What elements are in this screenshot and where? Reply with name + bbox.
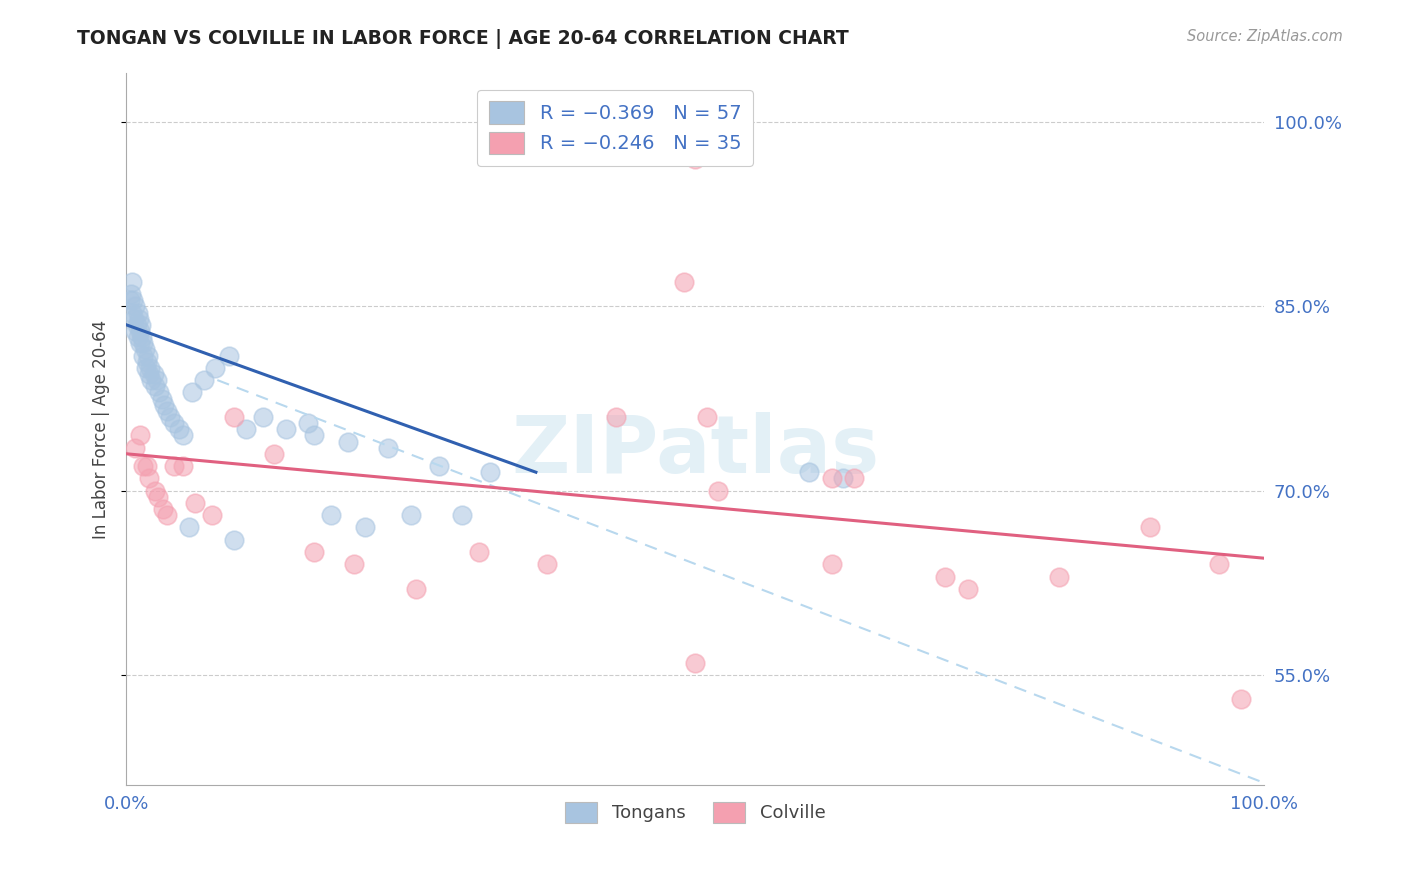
Point [605, 409, 627, 424]
Point [124, 441, 146, 455]
Point [146, 490, 169, 504]
Point [536, 558, 558, 572]
Point [136, 349, 159, 363]
Point [405, 582, 427, 596]
Point [1047, 569, 1070, 583]
Point [118, 293, 141, 308]
Point [135, 458, 157, 473]
Point [707, 483, 730, 498]
Legend: Tongans, Colville: Tongans, Colville [558, 795, 832, 830]
Point [172, 458, 194, 473]
Point [163, 458, 186, 473]
Point [181, 385, 204, 400]
Point [138, 471, 160, 485]
Point [132, 458, 155, 473]
Point [141, 373, 163, 387]
Point [120, 287, 142, 301]
Text: Source: ZipAtlas.com: Source: ZipAtlas.com [1187, 29, 1343, 44]
Point [167, 422, 190, 436]
Point [124, 324, 146, 338]
Point [183, 496, 205, 510]
Point [263, 447, 285, 461]
Point [122, 293, 145, 308]
Point [302, 428, 325, 442]
Point [128, 311, 150, 326]
Point [821, 471, 844, 485]
Point [156, 508, 179, 523]
Point [204, 360, 226, 375]
Point [124, 299, 146, 313]
Point [135, 354, 157, 368]
Point [354, 520, 377, 534]
Point [683, 656, 706, 670]
Point [146, 373, 169, 387]
Point [135, 360, 157, 375]
Point [129, 336, 152, 351]
Point [163, 416, 186, 430]
Point [696, 409, 718, 424]
Point [672, 275, 695, 289]
Point [127, 305, 149, 319]
Point [377, 441, 399, 455]
Point [134, 343, 156, 357]
Point [131, 330, 153, 344]
Point [218, 349, 240, 363]
Point [224, 409, 246, 424]
Point [143, 379, 166, 393]
Point [138, 367, 160, 381]
Point [343, 558, 366, 572]
Y-axis label: In Labor Force | Age 20-64: In Labor Force | Age 20-64 [93, 319, 110, 539]
Text: ZIPatlas: ZIPatlas [510, 411, 879, 490]
Point [148, 385, 170, 400]
Point [319, 508, 342, 523]
Point [193, 373, 215, 387]
Point [451, 508, 474, 523]
Point [156, 404, 179, 418]
Point [1208, 558, 1230, 572]
Point [821, 558, 844, 572]
Point [201, 508, 224, 523]
Point [427, 458, 450, 473]
Point [121, 275, 143, 289]
Point [121, 305, 143, 319]
Point [129, 428, 152, 442]
Point [297, 416, 319, 430]
Point [235, 422, 257, 436]
Point [252, 409, 274, 424]
Point [844, 471, 866, 485]
Point [177, 520, 200, 534]
Point [399, 508, 422, 523]
Point [683, 152, 706, 166]
Point [934, 569, 956, 583]
Point [132, 336, 155, 351]
Point [143, 483, 166, 498]
Point [468, 545, 491, 559]
Point [152, 502, 174, 516]
Point [302, 545, 325, 559]
Point [142, 367, 165, 381]
Point [274, 422, 297, 436]
Point [125, 318, 148, 332]
Point [129, 324, 152, 338]
Point [139, 360, 162, 375]
Point [172, 428, 194, 442]
Point [127, 330, 149, 344]
Point [153, 398, 176, 412]
Point [150, 392, 173, 406]
Point [337, 434, 360, 449]
Text: TONGAN VS COLVILLE IN LABOR FORCE | AGE 20-64 CORRELATION CHART: TONGAN VS COLVILLE IN LABOR FORCE | AGE … [77, 29, 849, 48]
Point [479, 465, 502, 479]
Point [122, 311, 145, 326]
Point [797, 465, 820, 479]
Point [832, 471, 855, 485]
Point [224, 533, 246, 547]
Point [1139, 520, 1161, 534]
Point [132, 349, 155, 363]
Point [159, 409, 181, 424]
Point [129, 318, 152, 332]
Point [1230, 692, 1253, 706]
Point [957, 582, 980, 596]
